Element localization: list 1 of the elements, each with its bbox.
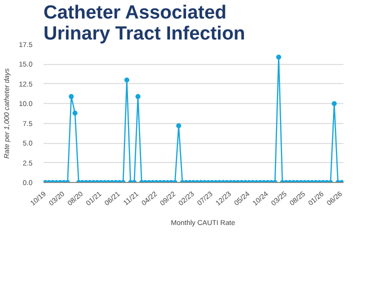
chart-title: Catheter Associated Urinary Tract Infection xyxy=(44,2,246,44)
